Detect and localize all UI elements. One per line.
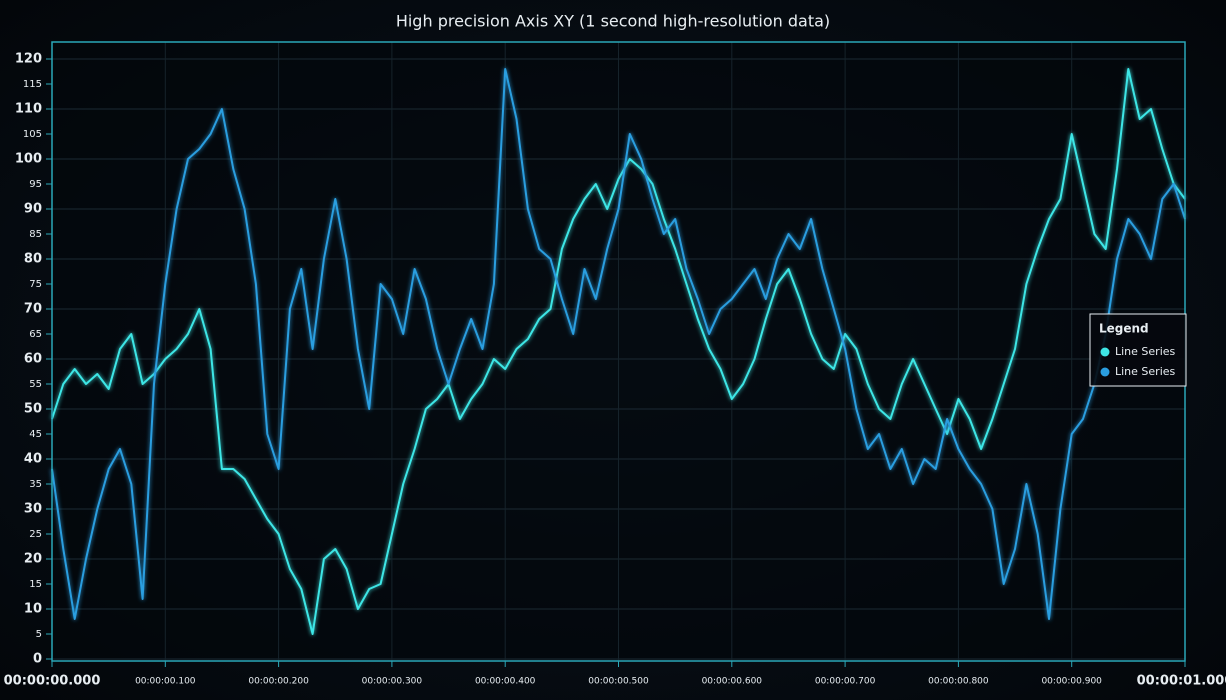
- x-tick-label: 00:00:00.100: [135, 677, 196, 687]
- y-tick-label: 65: [29, 329, 42, 340]
- y-tick-label: 30: [24, 502, 42, 517]
- legend-label: Line Series: [1115, 365, 1176, 378]
- y-tick-label: 15: [29, 579, 42, 590]
- x-tick-label: 00:00:00.300: [362, 677, 423, 687]
- chart-title: High precision Axis XY (1 second high-re…: [396, 12, 830, 31]
- x-tick-label: 00:00:00.600: [702, 677, 763, 687]
- x-tick-label: 00:00:00.900: [1041, 677, 1102, 687]
- y-tick-label: 100: [15, 152, 42, 167]
- y-tick-label: 50: [24, 402, 42, 417]
- x-tick-label: 00:00:00.000: [4, 674, 101, 689]
- y-tick-label: 55: [29, 379, 42, 390]
- x-tick-label: 00:00:00.400: [475, 677, 536, 687]
- x-tick-label: 00:00:00.800: [928, 677, 989, 687]
- legend-label: Line Series: [1115, 345, 1176, 358]
- y-tick-label: 35: [29, 479, 42, 490]
- y-tick-label: 90: [24, 202, 42, 217]
- x-tick-label: 00:00:00.700: [815, 677, 876, 687]
- y-tick-label: 25: [29, 529, 42, 540]
- legend-marker: [1100, 367, 1110, 377]
- y-tick-label: 70: [24, 302, 42, 317]
- y-tick-label: 75: [29, 279, 42, 290]
- line-series: [51, 68, 1186, 620]
- legend-marker: [1100, 347, 1110, 357]
- x-tick-label: 00:00:00.200: [248, 677, 309, 687]
- y-tick-label: 95: [29, 179, 42, 190]
- line-series: [51, 68, 1186, 635]
- y-tick-label: 60: [24, 352, 42, 367]
- y-tick-label: 80: [24, 252, 42, 267]
- y-tick-label: 120: [15, 52, 42, 67]
- y-tick-label: 0: [33, 652, 42, 667]
- y-tick-label: 10: [24, 602, 42, 617]
- y-tick-label: 40: [24, 452, 42, 467]
- x-tick-label: 00:00:00.500: [588, 677, 649, 687]
- y-tick-label: 115: [23, 79, 42, 90]
- y-tick-label: 105: [23, 129, 42, 140]
- y-tick-label: 85: [29, 229, 42, 240]
- legend-title: Legend: [1099, 322, 1149, 336]
- y-tick-label: 20: [24, 552, 42, 567]
- x-tick-label: 00:00:01.000: [1137, 674, 1226, 689]
- y-tick-label: 45: [29, 429, 42, 440]
- y-tick-label: 110: [15, 102, 42, 117]
- y-tick-label: 5: [36, 629, 42, 640]
